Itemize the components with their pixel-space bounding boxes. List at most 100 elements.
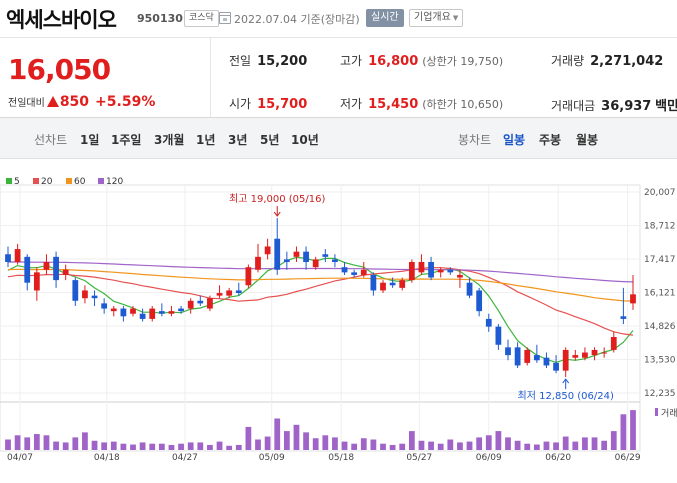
candle-body bbox=[380, 282, 386, 291]
volume-bar bbox=[5, 439, 11, 450]
candle-body bbox=[207, 298, 213, 309]
volume-bar bbox=[351, 443, 358, 450]
candle-body bbox=[524, 349, 531, 363]
high-label: 고가 bbox=[340, 54, 363, 68]
candle-weekly[interactable]: 주봉 bbox=[539, 133, 562, 147]
legend-swatch bbox=[98, 178, 104, 184]
legend-label: 5 bbox=[14, 177, 20, 187]
ma120-line bbox=[7, 261, 634, 283]
period-5y[interactable]: 5년 bbox=[260, 133, 280, 147]
volume-bar bbox=[601, 440, 608, 450]
candle-body bbox=[235, 290, 242, 294]
company-overview-dropdown[interactable]: 기업개요 ▼ bbox=[409, 9, 464, 27]
volume-bar bbox=[72, 437, 79, 450]
candle-body bbox=[351, 272, 358, 275]
open-label: 시가 bbox=[229, 97, 252, 111]
chart-area: 5 20 60 120 20,007 18,712 17,417 16,121 14,8… bbox=[0, 168, 677, 483]
candle-body bbox=[543, 357, 550, 366]
legend-swatch bbox=[33, 178, 39, 184]
ma5-line bbox=[7, 256, 634, 364]
candle-body bbox=[14, 249, 21, 263]
change-label: 전일대비 bbox=[8, 98, 45, 109]
volume-bar bbox=[495, 431, 502, 450]
candle-body bbox=[72, 280, 79, 301]
stock-code: 950130 bbox=[137, 12, 183, 25]
volume-bar bbox=[476, 437, 483, 450]
chart-toolbar: 선차트 1일 1주일 3개월 1년 3년 5년 10년 봉차트 일봉 주봉 월봉 bbox=[0, 118, 677, 159]
candle-body bbox=[187, 300, 194, 309]
legend-swatch bbox=[6, 178, 12, 184]
line-chart-label[interactable]: 선차트 bbox=[34, 133, 68, 147]
candle-body bbox=[33, 272, 40, 291]
volume-bar bbox=[418, 440, 425, 450]
volume-bar bbox=[91, 440, 98, 450]
market-badge: 코스닥 bbox=[184, 10, 219, 27]
period-3y[interactable]: 3년 bbox=[228, 133, 248, 147]
volume-bar bbox=[370, 439, 377, 450]
volume: 거래량 2,271,042 bbox=[551, 52, 663, 69]
volume-bar bbox=[245, 426, 252, 450]
volume-bar bbox=[139, 442, 146, 450]
low-label: 저가 bbox=[340, 97, 363, 111]
volume-bar bbox=[447, 439, 454, 450]
volume-bar bbox=[82, 432, 88, 450]
volume-bar bbox=[110, 441, 117, 450]
trade-value-label: 거래대금 bbox=[551, 99, 596, 113]
prev-close-value: 15,200 bbox=[257, 54, 308, 69]
period-1w[interactable]: 1주일 bbox=[111, 133, 142, 147]
stock-name: 엑세스바이오 bbox=[6, 8, 117, 32]
candle-body bbox=[178, 308, 184, 312]
candle-body bbox=[82, 290, 88, 299]
candle-body bbox=[505, 347, 511, 356]
high-arrow-head bbox=[273, 211, 281, 217]
x-tick-label: 04/27 bbox=[172, 453, 198, 463]
divider bbox=[210, 38, 211, 118]
candle-chart-label[interactable]: 봉차트 bbox=[458, 133, 492, 147]
volume-bar bbox=[158, 443, 165, 450]
candle-body bbox=[158, 311, 165, 314]
volume-legend-swatch bbox=[655, 408, 658, 416]
volume-bar bbox=[514, 440, 521, 450]
candle-body bbox=[485, 318, 492, 327]
period-3m[interactable]: 3개월 bbox=[154, 133, 185, 147]
candle-body bbox=[553, 362, 559, 371]
open-price: 시가 15,700 bbox=[229, 95, 307, 112]
volume-bar bbox=[120, 443, 127, 450]
period-10y[interactable]: 10년 bbox=[291, 133, 319, 147]
candle-daily[interactable]: 일봉 bbox=[503, 133, 526, 147]
volume-bar bbox=[293, 424, 300, 450]
low-value: 15,450 bbox=[368, 97, 419, 112]
candle-body bbox=[149, 308, 156, 319]
prev-close-label: 전일 bbox=[229, 54, 252, 68]
volume-bar bbox=[130, 444, 136, 450]
volume-label: 거래량 bbox=[551, 54, 585, 68]
price-chart[interactable]: 20,007 18,712 17,417 16,121 14,826 13,530 12,2… bbox=[0, 168, 677, 483]
x-tick-label: 06/29 bbox=[615, 453, 641, 463]
candle-body bbox=[91, 295, 98, 299]
candle-body bbox=[457, 274, 463, 278]
candle-body bbox=[24, 256, 31, 283]
ma60-line bbox=[7, 268, 634, 302]
period-1y[interactable]: 1년 bbox=[196, 133, 216, 147]
volume-bar bbox=[553, 442, 559, 450]
realtime-button[interactable]: 실시간 bbox=[366, 9, 404, 27]
volume-bar bbox=[543, 441, 550, 450]
volume-bar bbox=[399, 443, 406, 450]
candle-body bbox=[572, 355, 579, 358]
volume-bar bbox=[610, 431, 617, 450]
volume-bar bbox=[562, 436, 569, 450]
candle-body bbox=[447, 269, 454, 273]
volume-bar bbox=[53, 441, 59, 450]
candle-body bbox=[582, 352, 588, 358]
candle-monthly[interactable]: 월봉 bbox=[576, 133, 599, 147]
volume-bar bbox=[505, 437, 511, 450]
calendar-icon bbox=[219, 12, 231, 24]
candle-body bbox=[591, 349, 598, 356]
y-tick-label: 16,121 bbox=[644, 289, 676, 299]
period-1d[interactable]: 1일 bbox=[80, 133, 100, 147]
volume-bar bbox=[437, 443, 444, 450]
candle-body bbox=[620, 316, 627, 319]
candle-body bbox=[43, 262, 50, 270]
candle-body bbox=[408, 262, 415, 281]
candle-body bbox=[322, 254, 329, 257]
